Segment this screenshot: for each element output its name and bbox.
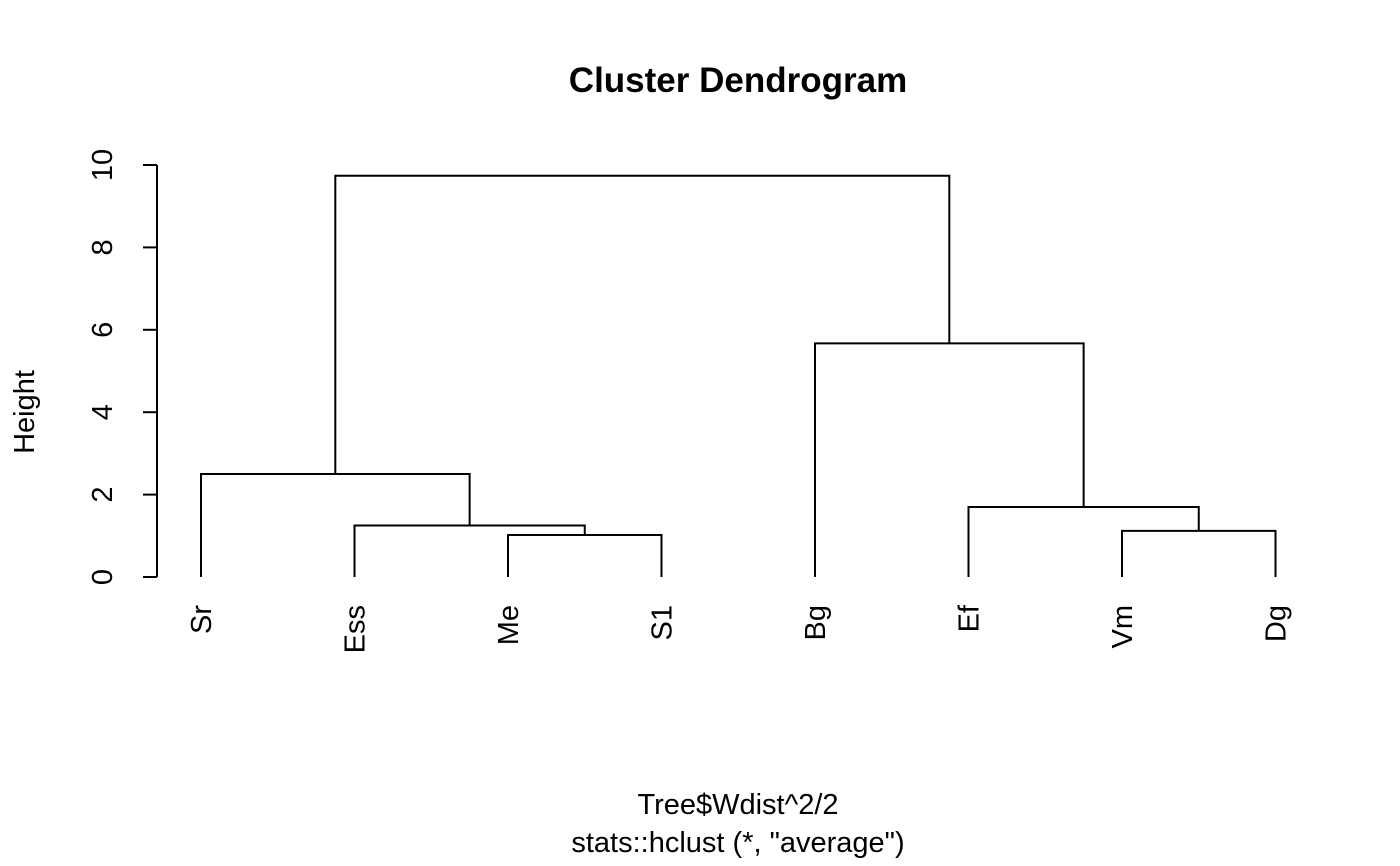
leaf-label: Ef (954, 604, 986, 632)
y-tick-label: 8 (87, 239, 119, 255)
y-tick-label: 6 (87, 322, 119, 338)
leaf-label: Me (493, 605, 525, 645)
dendrogram-branch (967, 505, 1200, 577)
leaf-label: Ess (340, 605, 372, 653)
y-axis: 0 2 4 6 8 10 (87, 149, 158, 585)
chart-title: Cluster Dendrogram (569, 61, 907, 100)
dendrogram-branch (814, 342, 1085, 577)
y-tick-label: 4 (87, 404, 119, 420)
dendrogram-branch (1121, 529, 1277, 577)
y-tick-label: 2 (87, 487, 119, 503)
dendrogram-branches (200, 174, 1277, 577)
leaf-label: Dg (1261, 605, 1293, 642)
leaf-labels: Sr Ess Me S1 Bg Ef Vm Dg (186, 604, 1293, 653)
dendrogram-branch (507, 533, 663, 577)
y-axis-label: Height (9, 370, 41, 454)
leaf-label: S1 (647, 605, 679, 640)
leaf-label: Bg (800, 605, 832, 640)
x-axis-label: Tree$Wdist^2/2 (637, 789, 838, 821)
leaf-label: Vm (1107, 605, 1139, 649)
chart-subtitle: stats::hclust (*, "average") (571, 827, 904, 859)
dendrogram-branch (334, 174, 951, 474)
leaf-label: Sr (186, 605, 218, 634)
dendrogram-branch (353, 524, 586, 577)
y-tick-label: 10 (87, 149, 119, 181)
y-tick-label: 0 (87, 569, 119, 585)
